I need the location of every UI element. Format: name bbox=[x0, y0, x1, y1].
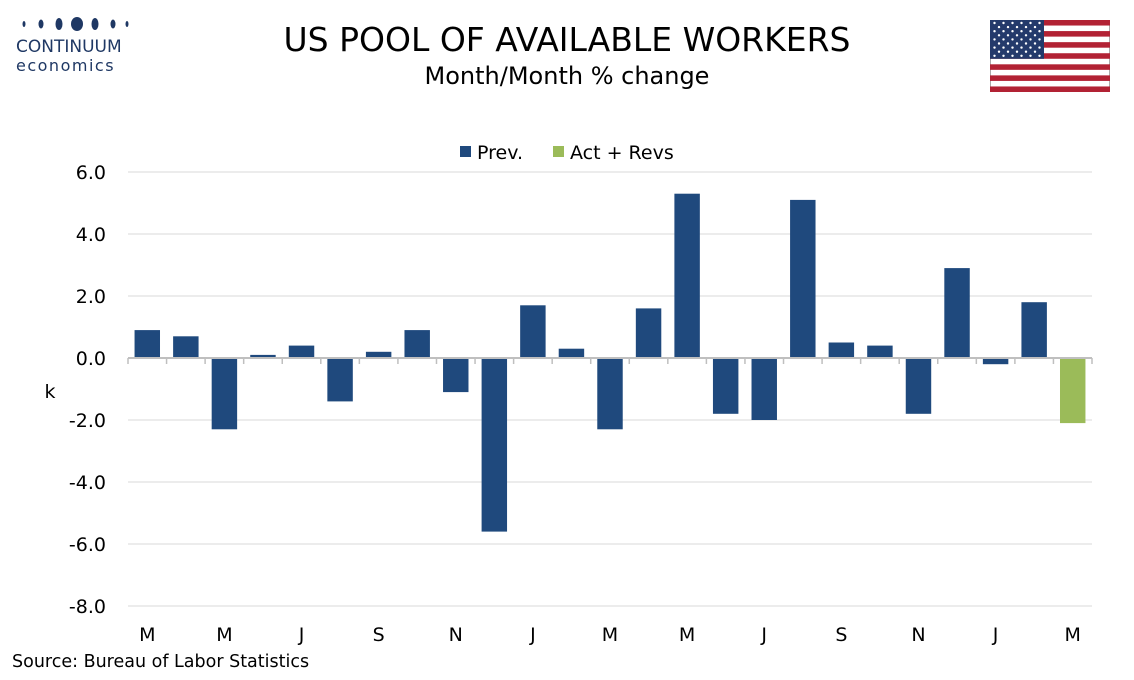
legend-swatch-act-revs bbox=[553, 146, 564, 157]
x-tick-label: M bbox=[139, 624, 155, 646]
logo-dots-icon bbox=[22, 17, 129, 31]
logo-name: CONTINUUM bbox=[16, 37, 122, 57]
bar-prev bbox=[288, 345, 315, 358]
y-tick-label: 6.0 bbox=[76, 162, 106, 184]
bar-prev bbox=[173, 336, 199, 358]
legend-label-prev: Prev. bbox=[477, 142, 523, 164]
y-tick-label: 2.0 bbox=[76, 286, 106, 308]
bar-prev bbox=[828, 342, 855, 358]
y-tick-label: 4.0 bbox=[76, 224, 106, 246]
bar-prev bbox=[905, 358, 932, 414]
continuum-economics-logo: CONTINUUM economics bbox=[14, 14, 132, 76]
x-tick-label: N bbox=[911, 624, 925, 646]
chart-subtitle: Month/Month % change bbox=[424, 62, 710, 90]
x-tick-label: N bbox=[449, 624, 463, 646]
bar-prev bbox=[365, 351, 392, 358]
bar-prev bbox=[867, 345, 893, 358]
x-tick-label: J bbox=[298, 624, 305, 646]
x-tick-label: J bbox=[529, 624, 536, 646]
x-tick-label: J bbox=[760, 624, 767, 646]
y-axis-label: k bbox=[44, 381, 55, 403]
x-tick-label: M bbox=[679, 624, 695, 646]
x-tick-label: S bbox=[373, 624, 385, 646]
logo-subname: economics bbox=[16, 56, 116, 75]
x-tick-label: M bbox=[1065, 624, 1081, 646]
bar-prev bbox=[327, 358, 353, 402]
bar-prev bbox=[944, 268, 970, 358]
bar-prev bbox=[712, 358, 739, 414]
bar-prev bbox=[250, 354, 276, 358]
y-tick-label: -2.0 bbox=[69, 410, 106, 432]
bar-act-revs bbox=[1059, 358, 1086, 424]
bar-prev bbox=[751, 358, 777, 420]
bar-prev bbox=[443, 358, 469, 393]
bar-prev bbox=[558, 348, 585, 358]
x-tick-label: M bbox=[602, 624, 618, 646]
bar-prev bbox=[1021, 302, 1047, 358]
y-axis-ticks: 6.0 4.0 2.0 0.0 -2.0 -4.0 -6.0 -8.0 bbox=[69, 162, 106, 618]
x-tick-label: M bbox=[216, 624, 232, 646]
bar-prev bbox=[635, 308, 662, 358]
bar-prev bbox=[982, 358, 1009, 365]
y-tick-label: 0.0 bbox=[76, 348, 106, 370]
chart-title: US POOL OF AVAILABLE WORKERS bbox=[283, 20, 851, 59]
bar-prev bbox=[790, 199, 816, 358]
legend-label-act-revs: Act + Revs bbox=[570, 142, 674, 164]
bar-prev bbox=[404, 330, 430, 358]
x-axis bbox=[127, 357, 1093, 364]
bar-prev bbox=[134, 330, 161, 358]
source-note: Source: Bureau of Labor Statistics bbox=[12, 652, 310, 672]
gridlines bbox=[128, 171, 1092, 607]
y-tick-label: -8.0 bbox=[69, 596, 106, 618]
x-tick-label: J bbox=[992, 624, 999, 646]
us-flag-icon bbox=[990, 20, 1110, 92]
y-tick-label: -6.0 bbox=[69, 534, 106, 556]
bars bbox=[134, 193, 1086, 532]
bar-prev bbox=[520, 305, 546, 358]
bar-prev bbox=[674, 193, 700, 358]
legend: Prev. Act + Revs bbox=[460, 142, 674, 164]
x-tick-label: S bbox=[835, 624, 847, 646]
y-tick-label: -4.0 bbox=[69, 472, 106, 494]
bar-prev bbox=[211, 358, 238, 430]
bar-prev bbox=[597, 358, 623, 430]
bar-prev bbox=[481, 358, 508, 532]
legend-swatch-prev bbox=[460, 146, 471, 157]
